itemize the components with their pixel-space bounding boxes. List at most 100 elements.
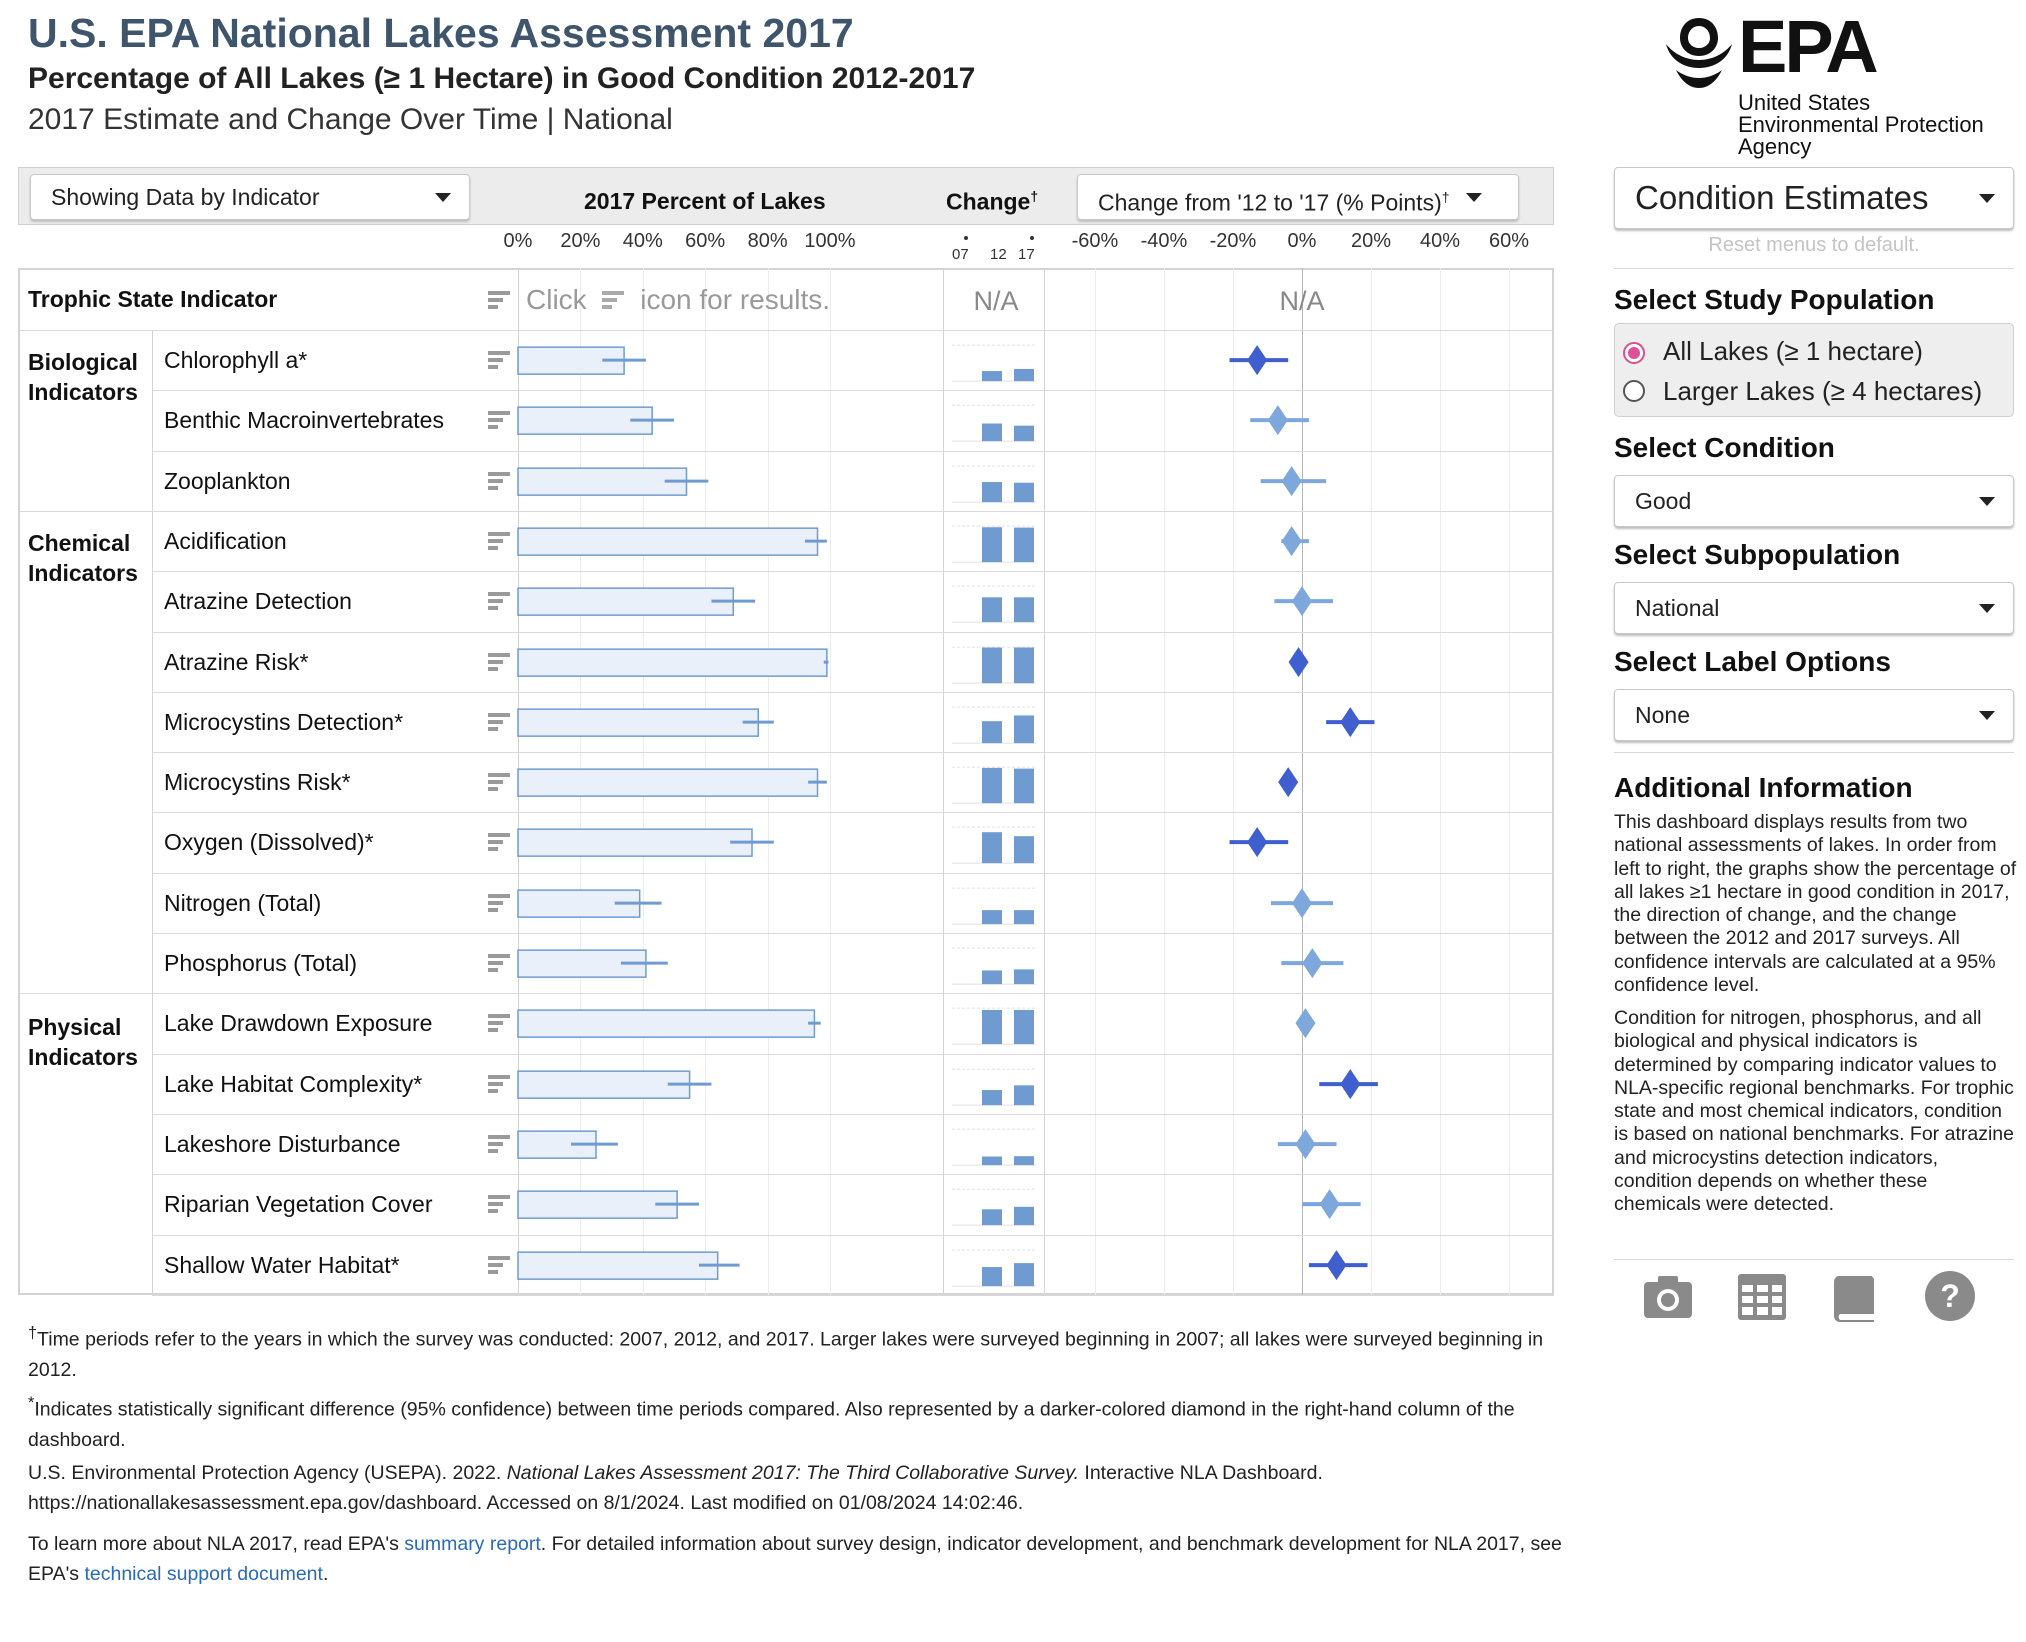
results-icon[interactable]	[488, 1133, 510, 1155]
group-physical-line1: Physical	[28, 1014, 122, 1040]
camera-icon[interactable]	[1640, 1268, 1696, 1324]
results-icon[interactable]	[488, 711, 510, 733]
indicator-name: Microcystins Detection*	[164, 708, 404, 735]
percent-tick-label: 60%	[685, 230, 726, 252]
panel-divider	[1614, 752, 2014, 753]
mini-bar-2017	[1014, 1262, 1034, 1286]
results-icon[interactable]	[488, 1073, 510, 1095]
svg-text:?: ?	[1940, 1278, 1960, 1314]
radio-larger-lakes-label[interactable]: Larger Lakes (≥ 4 hectares)	[1663, 376, 1983, 406]
help-icon[interactable]: ?	[1922, 1268, 1978, 1324]
group-biological-line1: Biological	[28, 349, 138, 375]
row-divider	[18, 511, 1554, 512]
indicator-name: Oxygen (Dissolved)*	[164, 829, 374, 856]
results-icon[interactable]	[488, 952, 510, 974]
percent-bar	[517, 587, 735, 617]
results-icon[interactable]	[488, 892, 510, 914]
indicator-name: Phosphorus (Total)	[164, 950, 358, 976]
reset-menus-link[interactable]: Reset menus to default.	[1708, 234, 1920, 256]
mini-bar-2017	[1014, 768, 1034, 804]
subpopulation-dropdown[interactable]: National	[1614, 582, 2014, 634]
results-icon[interactable]	[488, 651, 510, 673]
indicator-name: Lake Habitat Complexity*	[164, 1070, 423, 1097]
col-header-change: Change†	[946, 188, 1038, 216]
zero-line	[1302, 268, 1303, 1295]
indicator-row-chart	[517, 766, 1299, 804]
indicator-name: Zooplankton	[164, 467, 291, 494]
mini-bar-2017	[1014, 527, 1034, 563]
row-divider	[152, 1295, 1554, 1296]
mini-bar-2012	[982, 597, 1002, 623]
indicator-name: Riparian Vegetation Cover	[164, 1191, 433, 1218]
percent-bar	[517, 527, 819, 556]
results-icon[interactable]	[488, 831, 510, 853]
label-options-dropdown[interactable]: None	[1614, 689, 2014, 741]
change-diamond	[1340, 706, 1361, 737]
percent-bar	[517, 828, 753, 858]
mini-bar-2012	[982, 423, 1002, 442]
subpopulation-title: Select Subpopulation	[1614, 539, 1901, 570]
col-header-change-label: Change	[946, 188, 1031, 215]
change-gridline	[1371, 268, 1372, 1295]
percent-tick-label: 0%	[503, 230, 533, 252]
percent-tick-label: 80%	[747, 230, 788, 252]
epa-logo: EPA United States Environmental Protecti…	[1660, 5, 2000, 158]
footnote-star-text: Indicates statistically significant diff…	[28, 1398, 1515, 1451]
group-physical-line2: Indicators	[28, 1044, 138, 1070]
change-tick-label: 60%	[1488, 230, 1530, 252]
trophic-hint-rest: icon for results.	[640, 284, 831, 315]
percent-bar	[517, 708, 759, 737]
row-divider	[152, 571, 1554, 572]
row-divider	[152, 1054, 1554, 1055]
results-icon[interactable]	[488, 1193, 510, 1215]
radio-all-lakes[interactable]	[1623, 342, 1645, 364]
change-diamond	[1281, 526, 1302, 557]
label-options-title: Select Label Options	[1614, 646, 1891, 677]
page-title: U.S. EPA National Lakes Assessment 2017	[28, 10, 854, 56]
indicator-name: Microcystins Risk*	[164, 769, 351, 796]
summary-report-link[interactable]: summary report	[404, 1533, 541, 1555]
indicator-row-chart	[517, 404, 1309, 442]
change-gridline	[1233, 268, 1234, 1295]
change-tick-label: -60%	[1071, 230, 1119, 252]
change-tick-label: 0%	[1287, 230, 1317, 252]
technical-support-link[interactable]: technical support document	[84, 1563, 323, 1585]
indicator-row-chart	[517, 887, 1334, 925]
change-period-dagger: †	[1441, 189, 1450, 205]
results-icon[interactable]	[488, 590, 510, 612]
label-options-dropdown-value: None	[1635, 702, 1690, 728]
results-icon[interactable]	[488, 530, 510, 552]
mini-bar-2012	[982, 720, 1002, 743]
study-population-radio-group: All Lakes (≥ 1 hectare) Larger Lakes (≥ …	[1614, 323, 2014, 417]
change-period-dropdown[interactable]: Change from '12 to '17 (% Points)†	[1077, 174, 1519, 220]
year-tick-label: 07	[952, 246, 969, 263]
condition-dropdown[interactable]: Good	[1614, 475, 2014, 527]
results-icon[interactable]	[488, 470, 510, 492]
group-biological: Biological Indicators	[28, 347, 138, 407]
book-icon[interactable]	[1828, 1268, 1884, 1324]
change-gridline	[1164, 268, 1165, 1295]
radio-all-lakes-label[interactable]: All Lakes (≥ 1 hectare)	[1663, 336, 1923, 366]
indicator-name: Chlorophyll a*	[164, 347, 308, 373]
learn-more-pre: To learn more about NLA 2017, read EPA's	[28, 1533, 399, 1555]
footnote-dagger: †Time periods refer to the years in whic…	[28, 1318, 1568, 1385]
year-tick-label: 12	[990, 246, 1007, 263]
mini-bar-2017	[1014, 909, 1034, 924]
results-icon[interactable]	[488, 771, 510, 793]
mini-bar-2017	[1014, 1010, 1034, 1045]
results-icon[interactable]	[488, 1254, 510, 1276]
mode-dropdown[interactable]: Condition Estimates	[1614, 167, 2014, 229]
results-icon[interactable]	[488, 349, 510, 371]
view-by-dropdown[interactable]: Showing Data by Indicator	[30, 174, 470, 220]
mini-bar-2017	[1014, 1156, 1034, 1166]
radio-larger-lakes[interactable]	[1623, 380, 1645, 402]
results-icon[interactable]	[488, 289, 510, 311]
change-diamond	[1340, 1068, 1361, 1099]
results-icon[interactable]	[488, 409, 510, 431]
col-header-percent: 2017 Percent of Lakes	[584, 188, 826, 214]
percent-bar	[517, 1009, 816, 1039]
row-divider	[152, 632, 1554, 633]
results-icon[interactable]	[488, 1012, 510, 1034]
row-divider	[152, 873, 1554, 874]
table-icon[interactable]	[1734, 1268, 1790, 1324]
